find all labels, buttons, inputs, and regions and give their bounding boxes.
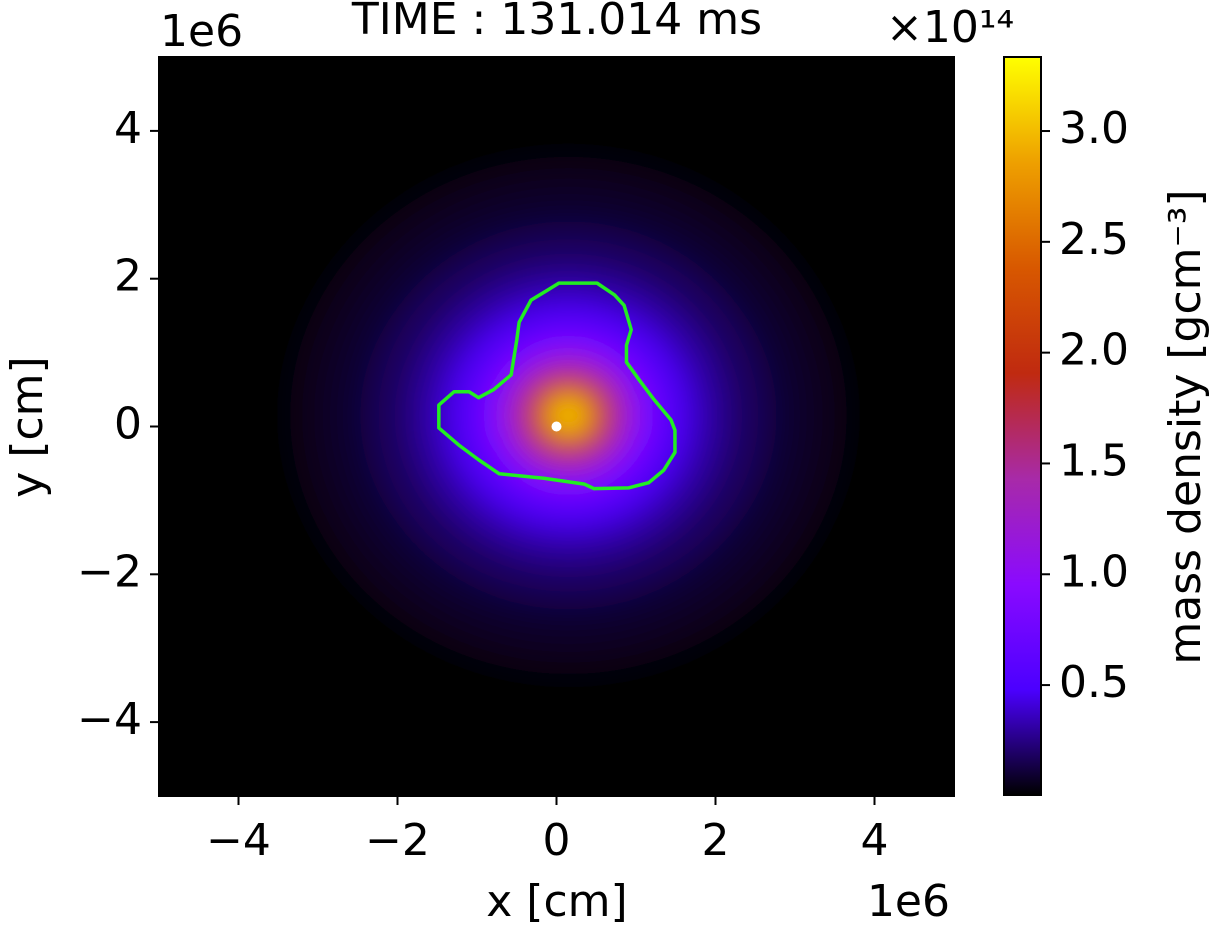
plot-area bbox=[159, 57, 954, 796]
x-tick-label: −2 bbox=[365, 815, 430, 866]
density-ring bbox=[556, 404, 581, 427]
y-tick-label: 0 bbox=[114, 399, 142, 450]
density-field bbox=[290, 156, 847, 675]
y-tick-label: −4 bbox=[77, 694, 142, 745]
center-marker bbox=[551, 421, 562, 432]
colorbar-label: mass density [gcm⁻³] bbox=[1160, 189, 1211, 664]
x-tick-label: 4 bbox=[861, 815, 889, 866]
x-axis-label: x [cm] bbox=[486, 876, 627, 927]
y-offset-label: 1e6 bbox=[160, 6, 243, 57]
y-tick-label: 2 bbox=[114, 251, 142, 302]
y-axis-label: y [cm] bbox=[2, 356, 53, 497]
chart-title: TIME : 131.014 ms bbox=[351, 0, 762, 45]
colorbar-tick-label: 2.0 bbox=[1059, 325, 1129, 376]
contour-line bbox=[437, 281, 677, 491]
y-tick-label: 4 bbox=[114, 103, 142, 154]
colorbar-tick-label: 0.5 bbox=[1059, 657, 1129, 708]
colorbar-tick-label: 1.5 bbox=[1059, 435, 1129, 486]
x-tick-label: 2 bbox=[702, 815, 730, 866]
colorbar-tick-label: 1.0 bbox=[1059, 546, 1129, 597]
y-tick-label: −2 bbox=[77, 546, 142, 597]
colorbar-offset-label: ×10¹⁴ bbox=[886, 2, 1014, 53]
colorbar bbox=[1003, 56, 1042, 796]
x-offset-label: 1e6 bbox=[867, 876, 950, 927]
x-tick-label: 0 bbox=[543, 815, 571, 866]
colorbar-tick-label: 3.0 bbox=[1059, 103, 1129, 154]
colorbar-tick-label: 2.5 bbox=[1059, 214, 1129, 265]
x-tick-label: −4 bbox=[206, 815, 271, 866]
